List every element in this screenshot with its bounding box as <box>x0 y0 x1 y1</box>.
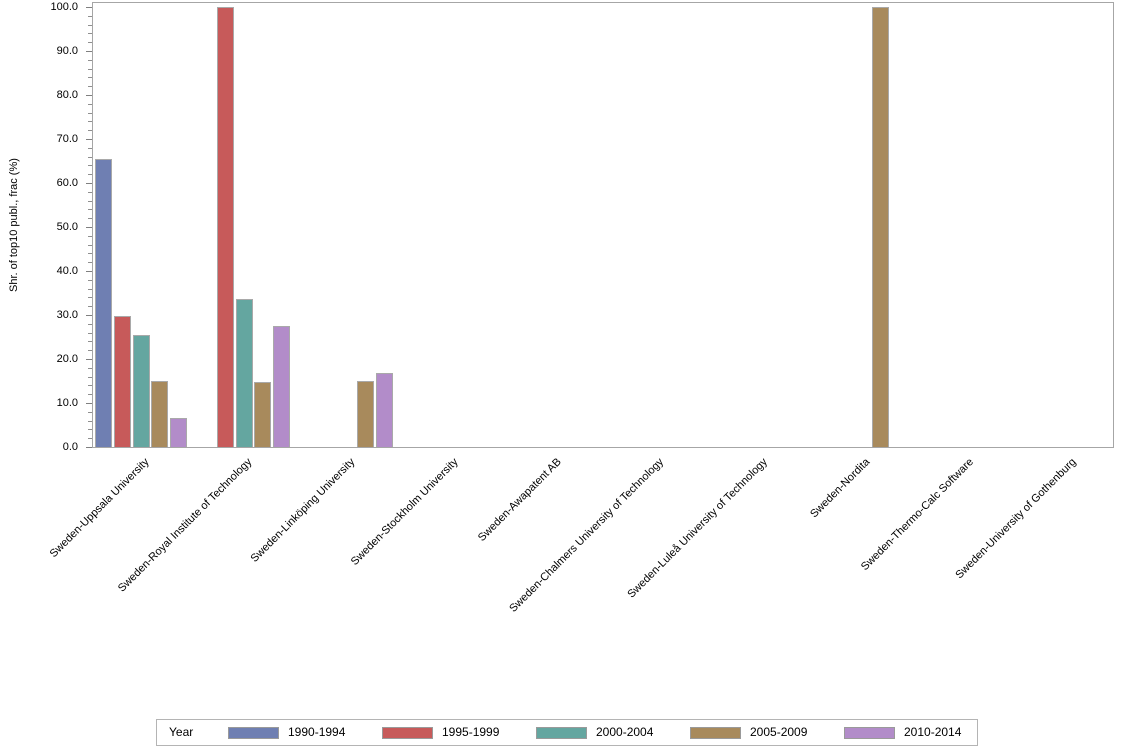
y-major-tick <box>86 95 92 96</box>
y-tick-label: 20.0 <box>56 353 78 365</box>
legend-label-1995-1999: 1995-1999 <box>442 725 500 739</box>
y-tick-label: 100.0 <box>50 1 78 13</box>
y-minor-tick <box>88 341 92 342</box>
legend-label-2005-2009: 2005-2009 <box>750 725 808 739</box>
y-tick-label: 50.0 <box>56 221 78 233</box>
x-tick-label: Sweden-Linköping University <box>248 456 358 565</box>
y-minor-tick <box>88 368 92 369</box>
x-tick-label: Sweden-Awapatent AB <box>475 456 564 544</box>
y-minor-tick <box>88 412 92 413</box>
x-tick-label: Sweden-Uppsala University <box>47 456 152 561</box>
y-minor-tick <box>88 201 92 202</box>
y-minor-tick <box>88 429 92 430</box>
y-minor-tick <box>88 174 92 175</box>
x-tick-label: Sweden-University of Gothenburg <box>953 456 1079 582</box>
y-tick-label: 30.0 <box>56 309 78 321</box>
x-tick-label: Sweden-Nordita <box>808 456 873 521</box>
y-minor-tick <box>88 280 92 281</box>
y-minor-tick <box>88 69 92 70</box>
bar-2010-2014-category-2 <box>375 373 393 447</box>
y-major-tick <box>86 7 92 8</box>
legend-label-2000-2004: 2000-2004 <box>596 725 654 739</box>
y-minor-tick <box>88 121 92 122</box>
bar-2005-2009-category-2 <box>357 381 375 447</box>
y-minor-tick <box>88 192 92 193</box>
y-minor-tick <box>88 333 92 334</box>
y-minor-tick <box>88 77 92 78</box>
y-minor-tick <box>88 130 92 131</box>
y-minor-tick <box>88 33 92 34</box>
y-minor-tick <box>88 236 92 237</box>
y-minor-tick <box>88 113 92 114</box>
y-minor-tick <box>88 86 92 87</box>
y-tick-label: 40.0 <box>56 265 78 277</box>
y-minor-tick <box>88 253 92 254</box>
y-minor-tick <box>88 262 92 263</box>
y-major-tick <box>86 227 92 228</box>
y-minor-tick <box>88 385 92 386</box>
y-major-tick <box>86 51 92 52</box>
legend-swatch-1990-1994 <box>228 727 279 739</box>
legend-label-1990-1994: 1990-1994 <box>288 725 346 739</box>
legend-swatch-2005-2009 <box>690 727 741 739</box>
y-minor-tick <box>88 377 92 378</box>
y-minor-tick <box>88 209 92 210</box>
legend-label-2010-2014: 2010-2014 <box>904 725 962 739</box>
y-minor-tick <box>88 306 92 307</box>
legend: Year 1990-1994 1995-1999 2000-2004 2005-200… <box>156 719 978 746</box>
y-major-tick <box>86 315 92 316</box>
y-major-tick <box>86 403 92 404</box>
legend-swatch-2000-2004 <box>536 727 587 739</box>
bar-2005-2009-category-1 <box>254 382 272 447</box>
bar-2005-2009-category-0 <box>151 381 169 447</box>
bar-1995-1999-category-0 <box>113 316 131 447</box>
y-minor-tick <box>88 16 92 17</box>
y-minor-tick <box>88 245 92 246</box>
y-axis-title: Shr. of top10 publ., frac (%) <box>8 158 20 292</box>
legend-swatch-1995-1999 <box>382 727 433 739</box>
legend-swatch-2010-2014 <box>844 727 895 739</box>
bar-2010-2014-category-0 <box>169 418 187 447</box>
bar-2000-2004-category-1 <box>235 299 253 447</box>
y-minor-tick <box>88 60 92 61</box>
y-minor-tick <box>88 157 92 158</box>
y-minor-tick <box>88 297 92 298</box>
y-minor-tick <box>88 104 92 105</box>
y-minor-tick <box>88 42 92 43</box>
y-minor-tick <box>88 324 92 325</box>
y-minor-tick <box>88 218 92 219</box>
y-minor-tick <box>88 394 92 395</box>
y-minor-tick <box>88 438 92 439</box>
y-tick-label: 60.0 <box>56 177 78 189</box>
y-major-tick <box>86 183 92 184</box>
y-minor-tick <box>88 289 92 290</box>
y-major-tick <box>86 139 92 140</box>
x-tick-label: Sweden-Thermo-Calc Software <box>858 456 976 573</box>
plot-area <box>92 2 1114 448</box>
bar-2010-2014-category-1 <box>272 326 290 447</box>
y-tick-label: 90.0 <box>56 45 78 57</box>
bar-2000-2004-category-0 <box>132 335 150 447</box>
y-tick-label: 80.0 <box>56 89 78 101</box>
y-major-tick <box>86 359 92 360</box>
y-minor-tick <box>88 350 92 351</box>
y-minor-tick <box>88 421 92 422</box>
y-tick-label: 0.0 <box>62 441 78 453</box>
legend-title: Year <box>169 725 194 739</box>
y-minor-tick <box>88 165 92 166</box>
y-major-tick <box>86 271 92 272</box>
bar-2005-2009-category-7 <box>872 7 890 447</box>
x-tick-label: Sweden-Stockholm University <box>348 456 461 568</box>
bar-1990-1994-category-0 <box>95 159 113 447</box>
y-tick-label: 10.0 <box>56 397 78 409</box>
y-minor-tick <box>88 25 92 26</box>
bar-1995-1999-category-1 <box>216 7 234 447</box>
y-minor-tick <box>88 148 92 149</box>
y-major-tick <box>86 447 92 448</box>
y-tick-label: 70.0 <box>56 133 78 145</box>
